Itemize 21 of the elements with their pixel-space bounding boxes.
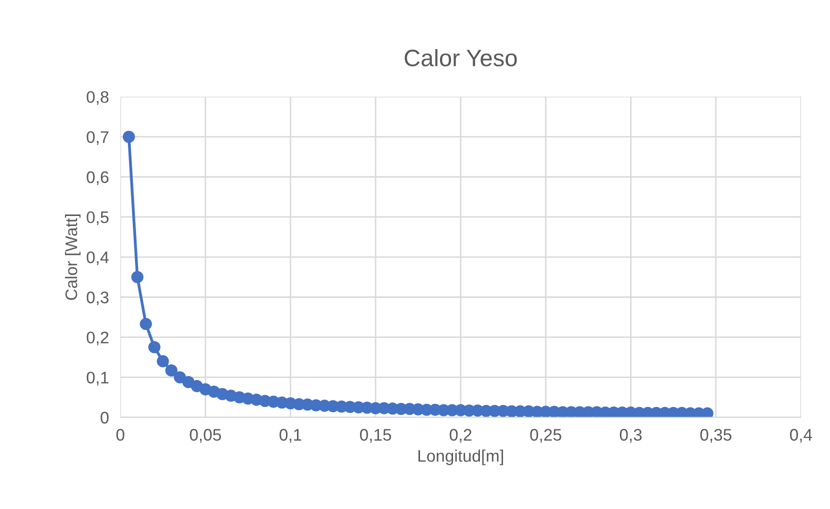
x-tick-label: 0,2	[450, 428, 472, 443]
x-tick-label: 0,15	[360, 428, 392, 443]
x-axis-title: Longitud[m]	[418, 450, 504, 466]
y-tick-label: 0	[100, 412, 109, 424]
x-tick-label: 0,4	[790, 428, 812, 443]
y-tick-label: 0,5	[86, 211, 109, 226]
y-tick-label: 0,8	[86, 91, 109, 105]
y-tick-label: 0,6	[86, 171, 109, 186]
y-tick-label: 0,7	[86, 131, 108, 145]
y-tick-label: 0,3	[86, 292, 109, 306]
x-tick-label: 0,05	[190, 428, 221, 443]
x-tick-label: 0,3	[620, 428, 642, 443]
chart-title: Calor Yeso	[404, 49, 517, 66]
y-tick-label: 0,2	[86, 332, 108, 346]
x-tick-label: 0,25	[530, 428, 562, 443]
x-tick-label: 0,1	[280, 428, 302, 443]
x-tick-label: 0	[116, 428, 124, 441]
y-tick-label: 0,4	[86, 251, 109, 266]
y-axis-title: Calor [Watt]	[64, 214, 81, 300]
y-tick-label: 0,1	[86, 372, 108, 386]
x-tick-label: 0,35	[700, 428, 732, 443]
